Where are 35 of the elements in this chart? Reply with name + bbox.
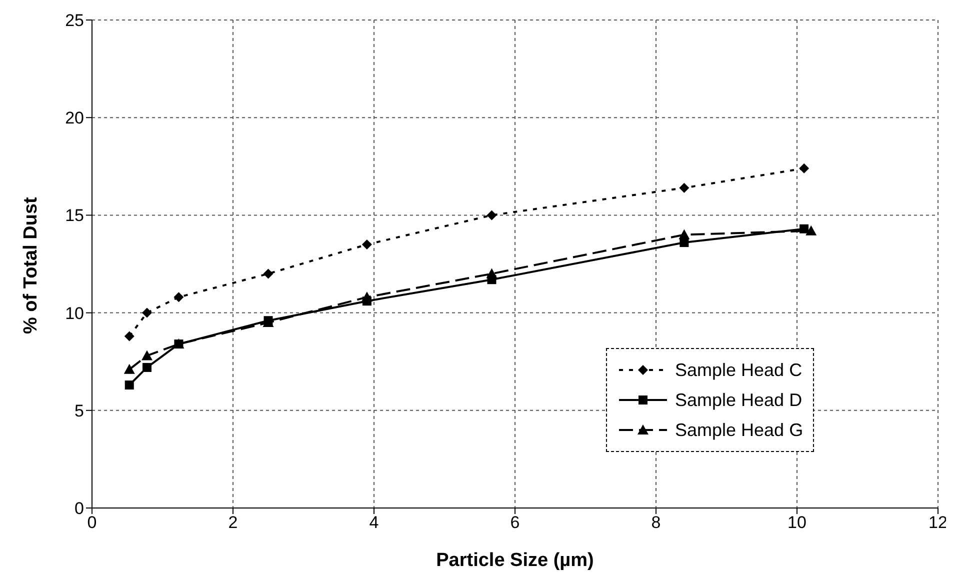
point xyxy=(799,163,810,174)
point xyxy=(362,239,372,250)
y-tick-label: 15 xyxy=(65,206,84,226)
x-axis-title: Particle Size (µm) xyxy=(436,550,594,571)
y-tick-label: 20 xyxy=(65,108,84,128)
point xyxy=(486,210,497,220)
point xyxy=(174,292,184,302)
x-tick-label: 2 xyxy=(228,513,238,532)
legend-label: Sample Head D xyxy=(675,390,802,410)
x-tick-label: 6 xyxy=(510,513,520,532)
point xyxy=(124,380,134,390)
y-tick-label: 10 xyxy=(65,304,84,323)
legend-label: Sample Head G xyxy=(675,420,804,440)
y-tick-label: 25 xyxy=(65,11,84,30)
x-tick-label: 10 xyxy=(788,513,806,532)
point xyxy=(174,340,184,349)
point xyxy=(124,331,134,342)
point xyxy=(263,268,274,279)
point xyxy=(800,224,809,234)
point xyxy=(487,275,496,284)
point xyxy=(362,296,372,306)
point xyxy=(142,308,152,318)
y-axis-title: % of Total Dust xyxy=(20,196,42,334)
point xyxy=(142,362,152,372)
point xyxy=(124,364,135,374)
point xyxy=(680,238,689,248)
x-tick-label: 4 xyxy=(369,513,379,532)
legend-label: Sample Head C xyxy=(675,360,802,380)
point xyxy=(141,350,152,360)
y-tick-label: 5 xyxy=(74,401,84,420)
y-tick-label: 0 xyxy=(74,499,84,518)
x-tick-label: 0 xyxy=(87,513,97,532)
point xyxy=(806,225,817,236)
point xyxy=(679,182,690,193)
x-tick-label: 8 xyxy=(651,513,661,532)
